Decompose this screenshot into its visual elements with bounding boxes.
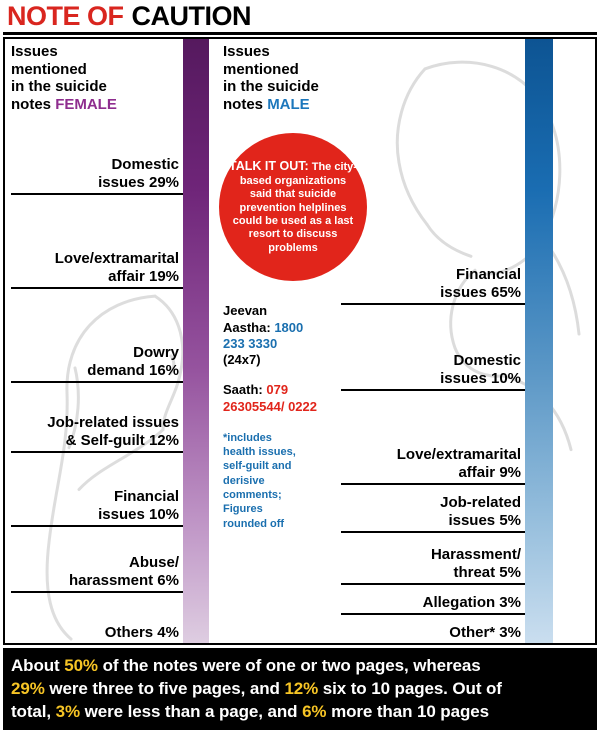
footer-text: About 50% of the notes were of one or tw… [11, 655, 589, 723]
male-row-label: Other* 3% [449, 623, 521, 641]
right-margin [553, 39, 595, 643]
helpline-name: Saath: [223, 382, 263, 398]
footer-segment: six to 10 pages. Out of total, [11, 678, 502, 721]
helpline-saath: Saath: 079 26305544/ 0222 [223, 382, 317, 415]
footer-stat-12: 12% [284, 678, 319, 698]
male-column: Financial issues 65% Domestic issues 10%… [341, 39, 525, 643]
male-row-domestic-issues: Domestic issues 10% [341, 305, 525, 392]
page-title: NOTE OF CAUTION [3, 1, 597, 36]
female-tag: FEMALE [55, 95, 117, 113]
female-heading: Issues mentioned in the suicide notes FE… [11, 43, 137, 112]
footer-segment: were less than a page, and [80, 701, 303, 721]
male-row-label: Allegation 3% [422, 593, 521, 611]
male-row-label: Harassment/ threat 5% [430, 545, 521, 581]
male-row-job-related: Job-related issues 5% [341, 485, 525, 534]
helpline-jeevan-aastha: Jeevan Aastha: 1800 233 3330 (24x7) [223, 303, 317, 368]
female-row-abuse-harassment: Abuse/ harassment 6% [11, 527, 183, 594]
female-row-label: Job-related issues & Self-guilt 12% [47, 413, 179, 449]
male-tag: MALE [267, 95, 310, 113]
female-row-label: Others 4% [104, 623, 179, 641]
female-row-love-extramarital: Love/extramarital affair 19% [11, 195, 183, 290]
male-row-label: Financial issues 65% [440, 265, 521, 301]
female-row-dowry-demand: Dowry demand 16% [11, 289, 183, 384]
helpline-number: 1800 233 3330 [223, 319, 304, 351]
helpline-hours: (24x7) [223, 352, 261, 368]
female-row-financial-issues: Financial issues 10% [11, 453, 183, 528]
talk-it-out-body: The city-based organizations said that s… [232, 161, 357, 254]
female-row-label: Domestic issues 29% [98, 155, 179, 191]
female-row-domestic-issues: Domestic issues 29% [11, 103, 183, 196]
footer-segment: About [11, 656, 65, 676]
footer-stat-50: 50% [64, 656, 98, 676]
footer-summary: About 50% of the notes were of one or tw… [3, 648, 597, 730]
male-row-label: Job-related issues 5% [440, 493, 521, 529]
helpline-number: 079 26305544/ 0222 [223, 382, 317, 414]
talk-it-out-circle: TALK IT OUT: The city-based organization… [219, 133, 367, 282]
female-row-job-self-guilt: Job-related issues & Self-guilt 12% [11, 383, 183, 454]
footer-segment: were three to five pages, and [44, 678, 285, 698]
title-caution: CAUTION [131, 1, 252, 31]
footnote: *includes health issues, self-guilt and … [223, 431, 296, 530]
helpline-name: Jeevan Aastha: [223, 303, 271, 335]
male-row-allegation: Allegation 3% [341, 585, 525, 616]
female-gradient-bar [183, 39, 209, 644]
center-column: Issues mentioned in the suicide notes MA… [209, 39, 367, 643]
footer-stat-3: 3% [55, 701, 81, 721]
female-row-label: Love/extramarital affair 19% [54, 249, 179, 285]
talk-it-out-text: TALK IT OUT: The city-based organization… [229, 159, 357, 255]
male-gradient-bar [525, 39, 553, 644]
male-heading-text: Issues mentioned in the suicide notes [223, 43, 319, 113]
male-row-harassment-threat: Harassment/ threat 5% [341, 533, 525, 586]
content-grid: Issues mentioned in the suicide notes FE… [5, 39, 595, 644]
title-note-of: NOTE OF [7, 1, 124, 31]
talk-it-out-lead: TALK IT OUT: [229, 159, 309, 174]
footer-segment: of the notes were of one or two pages, w… [102, 656, 481, 676]
female-row-label: Financial issues 10% [98, 487, 179, 523]
female-heading-text: Issues mentioned in the suicide notes [11, 43, 107, 113]
male-row-financial-issues: Financial issues 65% [341, 39, 525, 306]
male-row-other: Other* 3% [341, 615, 525, 643]
female-row-label: Abuse/ harassment 6% [68, 553, 179, 589]
male-row-label: Domestic issues 10% [440, 351, 521, 387]
footer-segment: more than 10 pages [326, 701, 489, 721]
female-row-others: Others 4% [11, 593, 183, 643]
female-column: Issues mentioned in the suicide notes FE… [5, 39, 183, 643]
male-heading: Issues mentioned in the suicide notes MA… [223, 43, 349, 112]
male-row-love-extramarital: Love/extramarital affair 9% [341, 391, 525, 486]
main-panel: Issues mentioned in the suicide notes FE… [3, 37, 597, 646]
footer-stat-6: 6% [302, 701, 327, 721]
female-row-label: Dowry demand 16% [87, 343, 179, 379]
male-row-label: Love/extramarital affair 9% [396, 445, 521, 481]
footer-stat-29: 29% [11, 678, 45, 698]
